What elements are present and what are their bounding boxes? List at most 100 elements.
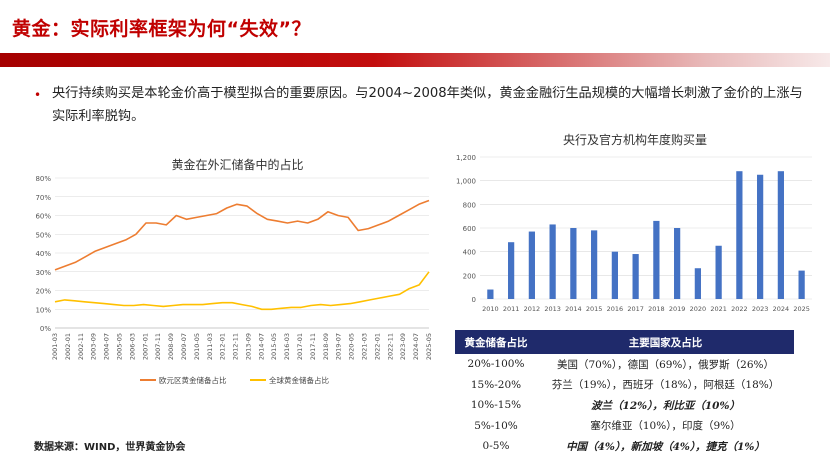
- bar: [798, 270, 805, 299]
- y-tick-label: 400: [463, 249, 476, 257]
- table-header-countries: 主要国家及占比: [537, 330, 794, 354]
- y-tick-label: 0: [472, 296, 476, 304]
- source-note: 数据来源：WIND，世界黄金协会: [34, 442, 186, 453]
- bar: [508, 242, 515, 299]
- y-tick-label: 60%: [35, 213, 51, 221]
- x-tick-label: 2014: [565, 305, 582, 313]
- x-tick-label: 2016-03: [283, 333, 291, 360]
- x-tick-label: 2021: [710, 305, 727, 313]
- x-tick-label: 2023: [752, 305, 769, 313]
- bar: [736, 171, 743, 299]
- reserve-table: 黄金储备占比 主要国家及占比 20%-100% 美国（70%），德国（69%），俄…: [455, 330, 794, 457]
- x-tick-label: 2020: [690, 305, 707, 313]
- x-tick-label: 2004-07: [103, 333, 111, 360]
- table-cell-countries: 波兰（12%），利比亚（10%）: [591, 399, 740, 412]
- x-tick-label: 2013: [544, 305, 561, 313]
- x-tick-label: 2001-03: [51, 333, 59, 360]
- y-tick-label: 80%: [35, 175, 51, 183]
- table-header-row: 黄金储备占比 主要国家及占比: [455, 330, 794, 354]
- x-tick-label: 2018-09: [322, 333, 330, 360]
- bar-chart: 0 200 400 600 800 1,000 1,200 2010 2011 2012 2013 2…: [456, 154, 812, 313]
- table-cell-countries: 中国（4%），新加坡（4%），捷克（1%）: [566, 440, 765, 453]
- legend-label: 全球黄金储备占比: [269, 375, 329, 385]
- y-tick-label: 600: [463, 225, 476, 233]
- bar: [487, 289, 494, 299]
- x-tick-label: 2017-11: [309, 333, 317, 360]
- x-tick-label: 2018: [648, 305, 665, 313]
- series-line: [54, 271, 430, 311]
- intro-paragraph: 央行持续购买是本轮金价高于模型拟合的重要原因。与2004~2008年类似，黄金金…: [52, 86, 803, 124]
- bar: [653, 220, 660, 299]
- x-tick-label: 2025: [793, 305, 810, 313]
- x-tick-label: 2014-07: [257, 333, 265, 360]
- x-tick-label: 2017: [627, 305, 644, 313]
- x-tick-label: 2013-09: [244, 333, 252, 360]
- x-tick-label: 2002-01: [64, 333, 72, 360]
- table-cell-countries: 塞尔维亚（10%），印度（9%）: [590, 420, 741, 433]
- table-cell-countries: 美国（70%），德国（69%），俄罗斯（26%）: [556, 358, 774, 371]
- x-tick-label: 2008-09: [167, 333, 175, 360]
- x-tick-label: 2022: [731, 305, 748, 313]
- y-tick-label: 70%: [35, 194, 51, 202]
- x-tick-label: 2022-01: [373, 333, 381, 360]
- x-tick-label: 2023-09: [399, 333, 407, 360]
- x-tick-label: 2007-01: [141, 333, 149, 360]
- y-tick-label: 50%: [35, 231, 51, 239]
- x-tick-label: 2006-03: [128, 333, 136, 360]
- bar-chart-title: 央行及官方机构年度购买量: [562, 133, 707, 147]
- x-tick-label: 2024-07: [412, 333, 420, 360]
- bar: [591, 230, 598, 299]
- title-band: [0, 53, 830, 67]
- x-tick-label: 2025-05: [425, 333, 433, 360]
- y-tick-label: 20%: [35, 288, 51, 296]
- page-title: 黄金：实际利率框架为何“失效”？: [12, 18, 311, 40]
- y-tick-label: 800: [463, 201, 476, 209]
- x-tick-label: 2005-05: [115, 333, 123, 360]
- x-tick-label: 2020-05: [348, 333, 356, 360]
- table-row: 20%-100% 美国（70%），德国（69%），俄罗斯（26%）: [455, 354, 794, 375]
- x-tick-label: 2003-09: [90, 333, 98, 360]
- x-tick-label: 2009-07: [180, 333, 188, 360]
- series-line: [54, 199, 430, 271]
- bar: [570, 228, 577, 299]
- x-tick-label: 2007-11: [154, 333, 162, 360]
- table-cell-range: 10%-15%: [470, 399, 522, 412]
- y-tick-label: 30%: [35, 269, 51, 277]
- y-tick-label: 0%: [40, 325, 51, 333]
- x-tick-label: 2016: [607, 305, 624, 313]
- bullet-marker: •: [34, 88, 42, 102]
- x-tick-label: 2010: [482, 305, 499, 313]
- line-chart: 0% 10% 20% 30% 40% 50% 60% 70% 80% 2001-03 2002-01…: [35, 175, 433, 385]
- x-tick-label: 2022-11: [386, 333, 394, 360]
- x-tick-label: 2017-01: [296, 333, 304, 360]
- bar: [674, 228, 681, 299]
- y-tick-label: 1,200: [456, 154, 476, 162]
- x-tick-label: 2011-03: [206, 333, 214, 360]
- x-tick-label: 2011: [503, 305, 520, 313]
- x-tick-label: 2002-11: [77, 333, 85, 360]
- x-tick-label: 2024: [773, 305, 790, 313]
- table-cell-range: 5%-10%: [474, 419, 518, 432]
- y-tick-label: 10%: [35, 306, 51, 314]
- bar: [611, 251, 618, 299]
- table-row: 15%-20% 芬兰（19%），西班牙（18%），阿根廷（18%）: [455, 375, 794, 396]
- bar: [549, 224, 556, 299]
- x-tick-label: 2019: [669, 305, 686, 313]
- y-tick-label: 200: [463, 272, 476, 280]
- x-tick-label: 2012-01: [219, 333, 227, 360]
- line-chart-title: 黄金在外汇储备中的占比: [171, 158, 304, 172]
- y-tick-label: 40%: [35, 250, 51, 258]
- table-cell-range: 20%-100%: [467, 358, 525, 371]
- x-tick-label: 2019-07: [335, 333, 343, 360]
- bar: [757, 174, 764, 299]
- bar: [777, 171, 784, 299]
- x-tick-label: 2010-05: [193, 333, 201, 360]
- table-cell-countries: 芬兰（19%），西班牙（18%），阿根廷（18%）: [551, 379, 780, 392]
- table-row: 5%-10% 塞尔维亚（10%），印度（9%）: [455, 416, 794, 437]
- table-row: 0-5% 中国（4%），新加坡（4%），捷克（1%）: [455, 436, 794, 457]
- x-tick-label: 2021-03: [361, 333, 369, 360]
- x-tick-label: 2015: [586, 305, 603, 313]
- table-cell-range: 15%-20%: [470, 378, 522, 391]
- bar: [632, 254, 639, 299]
- x-tick-label: 2012-11: [232, 333, 240, 360]
